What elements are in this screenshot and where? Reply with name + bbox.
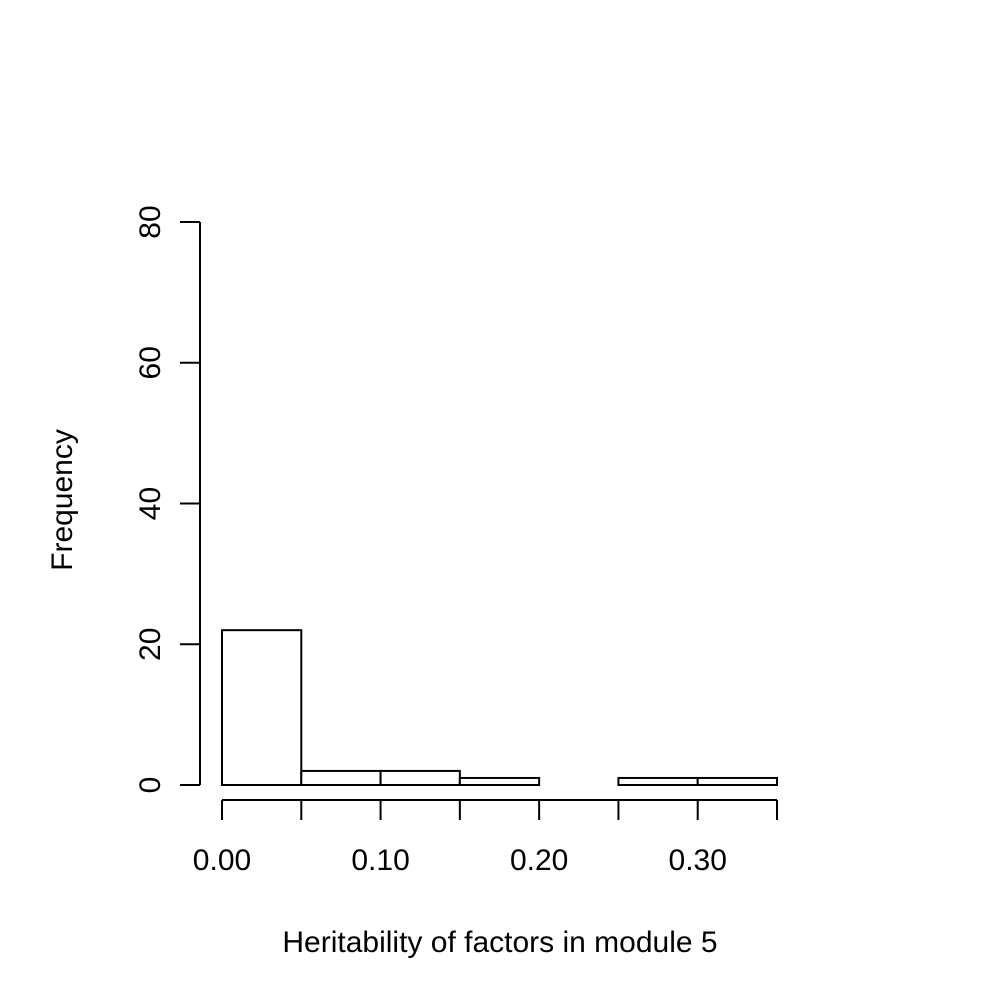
x-tick-label-1: 0.10 [351, 844, 409, 877]
y-tick-label-0: 0 [134, 777, 167, 794]
x-axis-title: Heritability of factors in module 5 [282, 926, 717, 959]
y-tick-label-2: 40 [134, 487, 167, 520]
x-tick-label-2: 0.20 [510, 844, 568, 877]
y-axis: 0 20 40 60 80 [134, 205, 201, 794]
y-axis-title: Frequency [46, 429, 79, 571]
histogram-bar-0 [221, 629, 303, 786]
y-tick-label-4: 80 [134, 205, 167, 238]
histogram-bar-1 [300, 769, 382, 786]
y-tick-label-3: 60 [134, 346, 167, 379]
bars-group [221, 629, 779, 787]
histogram-bar-6 [696, 776, 779, 787]
y-tick-label-1: 20 [134, 628, 167, 661]
histogram-bar-2 [379, 769, 461, 786]
x-axis: 0.00 0.10 0.20 0.30 [193, 799, 778, 877]
histogram-bar-3 [458, 776, 541, 787]
x-tick-label-0: 0.00 [193, 844, 251, 877]
x-tick-label-3: 0.30 [669, 844, 727, 877]
histogram-bar-5 [617, 776, 699, 787]
